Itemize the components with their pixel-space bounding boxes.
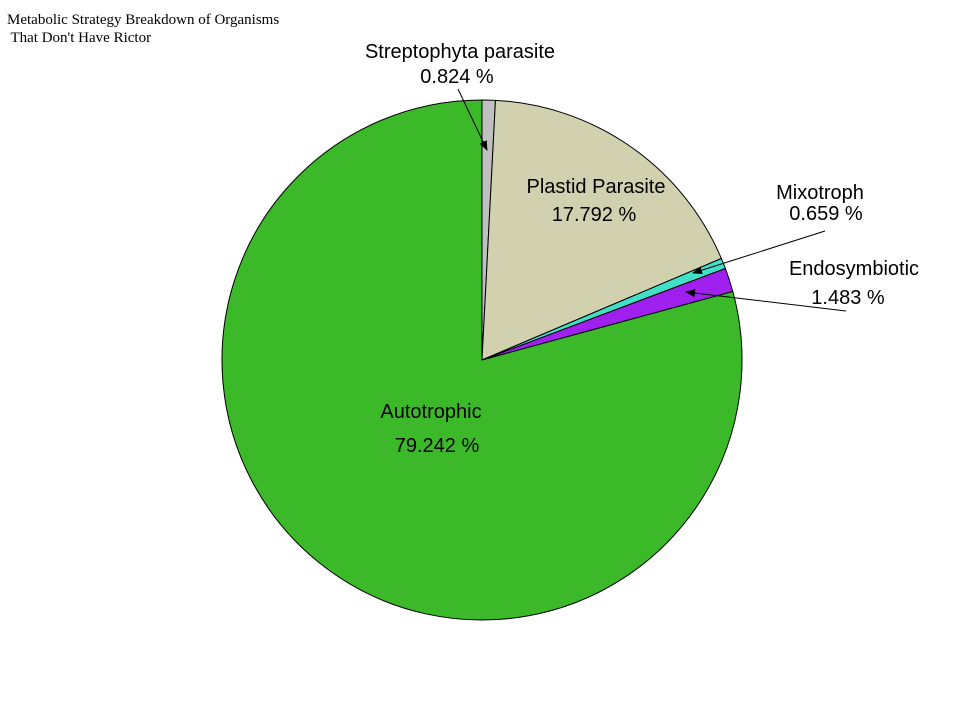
slice-label-plastid-parasite: Plastid Parasite [527, 176, 666, 198]
pie-slice-plastid-parasite [481, 99, 723, 361]
leader-lines [457, 88, 847, 312]
chart-title-line-1: Metabolic Strategy Breakdown of Organism… [7, 12, 280, 28]
slice-value-endosymbiotic: 1.483 % [811, 287, 885, 309]
slice-value-mixotroph: 0.659 % [789, 203, 863, 225]
pie-slices [221, 99, 743, 621]
chart-title: Metabolic Strategy Breakdown of Organism… [7, 11, 279, 47]
leader-line-mixotroph [692, 230, 826, 275]
slice-label-mixotroph: Mixotroph [776, 182, 864, 204]
slice-labels: Streptophyta parasite 0.824 % Plastid Para… [365, 41, 919, 457]
slice-label-autotrophic: Autotrophic [380, 401, 481, 423]
leader-line-streptophyta-parasite [457, 88, 488, 151]
slice-value-plastid-parasite: 17.792 % [552, 204, 637, 226]
chart-title-line-2: That Don't Have Rictor [7, 30, 152, 46]
slice-label-endosymbiotic: Endosymbiotic [789, 258, 919, 280]
slice-value-streptophyta-parasite: 0.824 % [420, 66, 494, 88]
leader-line-endosymbiotic [685, 289, 847, 312]
slice-label-streptophyta-parasite: Streptophyta parasite [365, 41, 555, 63]
pie-slice-autotrophic [221, 99, 743, 621]
slice-value-autotrophic: 79.242 % [395, 435, 480, 457]
